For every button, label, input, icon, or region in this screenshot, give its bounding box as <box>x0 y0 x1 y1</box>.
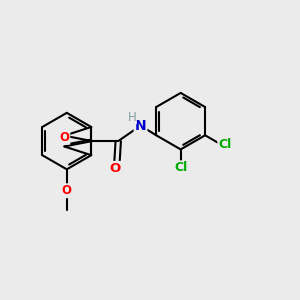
Text: O: O <box>59 131 69 144</box>
Text: O: O <box>110 162 121 175</box>
Text: Cl: Cl <box>174 161 187 174</box>
Text: Cl: Cl <box>218 138 232 151</box>
Text: N: N <box>135 118 146 133</box>
Text: H: H <box>128 111 136 124</box>
Text: O: O <box>62 184 72 197</box>
